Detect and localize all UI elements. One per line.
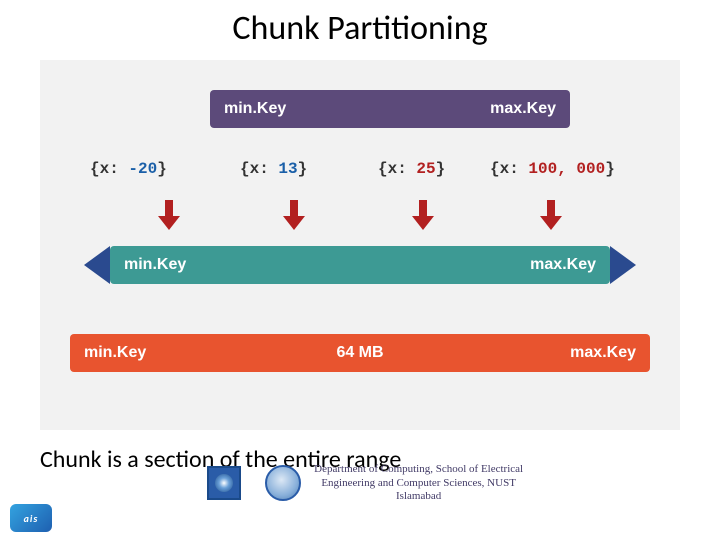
label-maxkey: max.Key	[490, 100, 556, 118]
down-arrow-icon	[540, 200, 562, 230]
down-arrow-icon	[283, 200, 305, 230]
arrow-left-cap-icon	[84, 246, 110, 284]
page-title: Chunk Partitioning	[0, 0, 720, 49]
label-maxkey: max.Key	[570, 344, 636, 362]
bar-minmax-mid: min.Key max.Key	[110, 246, 610, 284]
nust-logo-icon	[265, 465, 301, 501]
down-arrow-icon	[158, 200, 180, 230]
down-arrow-icon	[412, 200, 434, 230]
label-minkey: min.Key	[84, 344, 146, 362]
label-minkey: min.Key	[224, 100, 286, 118]
footer-dept-text: Department of Computing, School of Elect…	[314, 463, 523, 504]
value-x-100000: {x: 100, 000}	[490, 160, 615, 178]
label-minkey: min.Key	[124, 256, 186, 274]
footer: Department of Computing, School of Elect…	[0, 463, 720, 532]
kth-logo-icon	[207, 466, 241, 500]
arrow-right-cap-icon	[610, 246, 636, 284]
value-x-13: {x: 13}	[240, 160, 307, 178]
bar-minmax-top: min.Key max.Key	[210, 90, 570, 128]
label-64mb: 64 MB	[70, 344, 650, 362]
value-x-25: {x: 25}	[378, 160, 445, 178]
diagram-area: min.Key max.Key {x: -20} {x: 13} {x: 25}…	[40, 60, 680, 430]
value-x-neg20: {x: -20}	[90, 160, 167, 178]
bar-64mb-bottom: min.Key 64 MB max.Key	[70, 334, 650, 372]
ais-logo-icon: ais	[10, 504, 52, 532]
label-maxkey: max.Key	[530, 256, 596, 274]
